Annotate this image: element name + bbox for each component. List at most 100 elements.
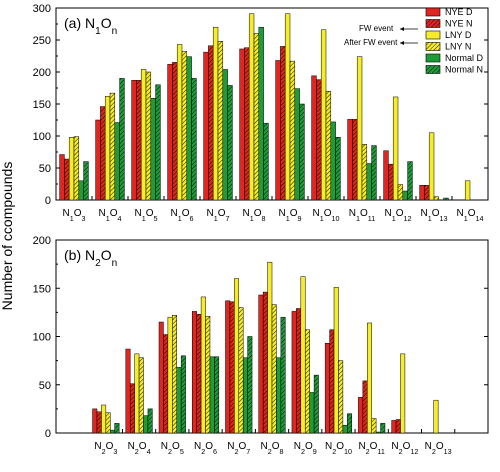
y-tick-label: 50 [39, 380, 51, 392]
bar [291, 311, 297, 434]
bar [258, 294, 264, 434]
y-axis-title: Number of ccompounds [0, 162, 15, 311]
bar-hatch [136, 80, 142, 200]
bar-hatch [280, 317, 286, 433]
bar [400, 353, 406, 434]
bar-hatch [105, 412, 111, 433]
bar-hatch [191, 78, 197, 200]
bar-hatch [352, 119, 358, 200]
bar-hatch [214, 356, 219, 433]
x-tick-label: N1O6 [170, 208, 193, 223]
x-tick-label: N1O14 [456, 208, 483, 223]
bar-hatch [218, 41, 223, 200]
bar-hatch [434, 196, 439, 200]
bar [366, 163, 372, 201]
bar [59, 154, 65, 201]
bar [284, 13, 291, 201]
bar [309, 392, 315, 434]
bar [419, 185, 425, 201]
bar-hatch [272, 304, 277, 433]
bar-hatch [100, 106, 106, 200]
bar-hatch [305, 329, 310, 433]
bar-hatch [424, 185, 430, 200]
legend-swatch [425, 53, 441, 63]
bar-hatch [155, 84, 161, 200]
bar-hatch [263, 292, 268, 433]
bar [320, 29, 327, 201]
bar [134, 353, 140, 434]
bar-hatch [64, 159, 70, 200]
x-tick-label: N2O12 [391, 441, 418, 456]
legend-swatch-hatch [426, 19, 440, 28]
panel-title: (b) N2On [64, 247, 117, 269]
bar-hatch [362, 144, 367, 200]
bar-hatch [329, 329, 335, 433]
legend-label: NYE N [445, 19, 473, 29]
x-tick-label: N2O9 [294, 441, 317, 456]
legend-swatch-hatch [426, 42, 440, 51]
bar [191, 311, 197, 434]
bar [311, 75, 317, 201]
bar-hatch [396, 419, 401, 433]
bar [176, 44, 183, 201]
y-tick-label: 150 [33, 283, 51, 295]
bar-hatch [229, 301, 235, 433]
y-tick-label: 50 [39, 163, 51, 175]
x-tick-label: N1O7 [206, 208, 229, 223]
bar [167, 316, 173, 434]
bar-hatch [247, 336, 253, 433]
chart-panels: 0 50 100 150 200 250 300 N1O3 N1O4 N1O5 N1O6 N1O7 N1… [33, 3, 489, 456]
bar-hatch [139, 357, 144, 433]
bar-hatch [205, 316, 210, 433]
bar-hatch [146, 72, 151, 200]
y-tick-label: 200 [33, 235, 51, 247]
x-tick-label: N2O10 [325, 441, 352, 456]
bar-hatch [316, 79, 322, 200]
bar [222, 69, 228, 201]
x-tick-label: N1O11 [349, 208, 375, 223]
bar-hatch [263, 123, 269, 200]
bar-hatch [280, 46, 286, 201]
bar [143, 415, 149, 434]
y-tick-label: 150 [33, 99, 51, 111]
y-tick-label: 0 [45, 195, 51, 207]
bar [276, 357, 282, 434]
legend-label: NYE D [445, 7, 473, 17]
bar [92, 408, 98, 434]
bar [167, 64, 173, 201]
bar-hatch [371, 418, 377, 433]
x-tick-label: N2O8 [260, 441, 283, 456]
bar [367, 322, 372, 434]
x-tick-label: N1O4 [98, 208, 121, 223]
bar [150, 97, 156, 201]
bar [433, 399, 439, 434]
bar [324, 343, 330, 434]
bar [68, 137, 75, 201]
bar [383, 150, 389, 201]
bar-hatch [380, 423, 385, 433]
bar [248, 13, 255, 201]
bar [203, 51, 209, 201]
bar [428, 132, 435, 201]
bar-hatch [290, 61, 295, 201]
bar [375, 431, 381, 434]
bar [347, 119, 353, 201]
bar [225, 300, 231, 434]
bar-hatch [96, 411, 102, 433]
bar-hatch [338, 360, 343, 433]
bar-hatch [196, 314, 202, 433]
x-tick-label: N1O9 [278, 208, 301, 223]
x-tick-label: N2O7 [227, 441, 250, 456]
bar [158, 321, 164, 434]
y-tick-label: 200 [33, 67, 51, 79]
x-tick-label: N1O3 [62, 208, 85, 223]
bar-hatch [119, 78, 125, 200]
bar-hatch [114, 423, 120, 433]
bar-hatch [172, 62, 178, 201]
bar [140, 69, 147, 201]
bar [176, 367, 182, 434]
bar-hatch [110, 93, 115, 200]
bar [392, 96, 399, 201]
bar [104, 96, 111, 201]
bar-hatch [314, 375, 319, 433]
